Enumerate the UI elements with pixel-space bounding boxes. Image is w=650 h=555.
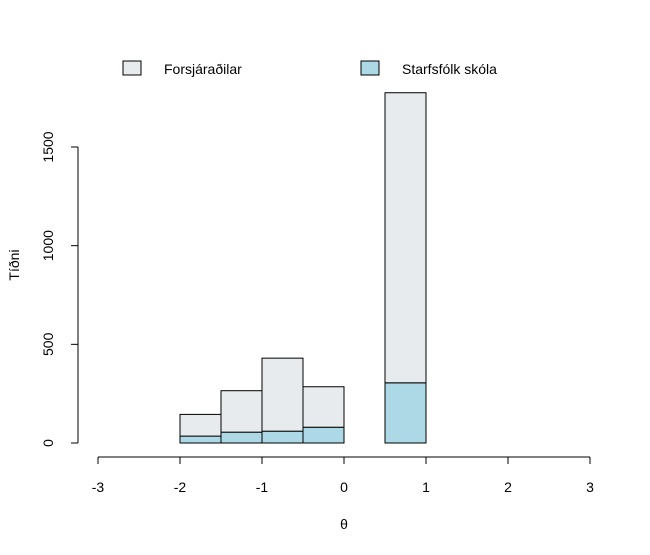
legend: Forsjáraðilar Starfsfólk skóla (122, 60, 497, 77)
x-tick-label-3: 0 (340, 479, 348, 495)
x-axis: -3 -2 -1 0 1 2 3 (92, 456, 594, 495)
bar-forsjaradilar-5 (384, 92, 427, 384)
x-tick-label-5: 2 (504, 479, 512, 495)
x-tick-label-1: -2 (174, 479, 187, 495)
x-tick-label-0: -3 (92, 479, 105, 495)
bar-starfsfolk-1 (220, 431, 263, 444)
bar-starfsfolk-3 (302, 426, 345, 444)
bars (179, 92, 427, 444)
x-tick-label-2: -1 (256, 479, 269, 495)
bar-forsjaradilar-1 (220, 390, 263, 433)
y-axis: 0 500 1000 1500 (40, 131, 79, 447)
y-tick-label-3: 1500 (40, 131, 56, 162)
bar-starfsfolk-5 (384, 382, 427, 444)
y-axis-label: Tíðni (6, 249, 22, 280)
legend-swatch-1 (360, 60, 380, 76)
bar-starfsfolk-2 (261, 430, 304, 444)
bar-forsjaradilar-0 (179, 413, 222, 437)
legend-label-0: Forsjáraðilar (164, 61, 242, 77)
y-tick-label-0: 0 (40, 439, 56, 447)
bar-forsjaradilar-3 (302, 386, 345, 428)
y-tick-label-1: 500 (40, 332, 56, 356)
legend-label-1: Starfsfólk skóla (402, 61, 497, 77)
bar-starfsfolk-0 (179, 435, 222, 444)
x-axis-label: θ (340, 516, 348, 532)
legend-swatch-0 (122, 60, 142, 76)
y-tick-label-2: 1000 (40, 230, 56, 261)
bar-forsjaradilar-2 (261, 357, 304, 432)
x-tick-label-6: 3 (586, 479, 594, 495)
x-tick-label-4: 1 (422, 479, 430, 495)
